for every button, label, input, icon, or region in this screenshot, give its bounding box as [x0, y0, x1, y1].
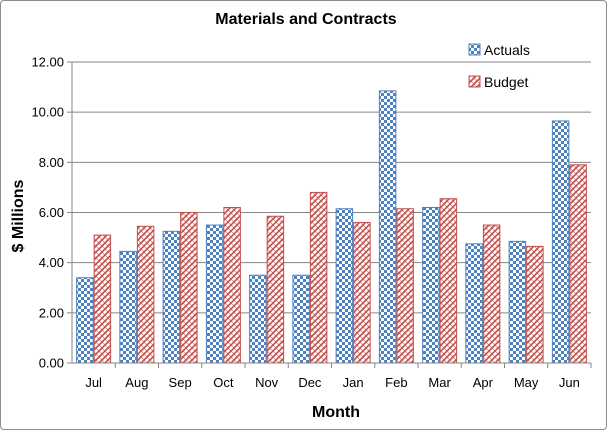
bar-budget — [180, 212, 198, 364]
x-tick-label: Jun — [559, 375, 580, 390]
x-tick-label: Aug — [125, 375, 148, 390]
y-axis-ticks: 0.00 2.00 4.00 6.00 8.00 10.00 12.00 — [31, 55, 72, 371]
y-tick-label: 12.00 — [31, 55, 64, 70]
bar-actuals — [378, 90, 397, 364]
bar-budget — [396, 208, 414, 364]
legend-swatch-actuals — [468, 43, 481, 56]
y-axis-title: $ Millions — [10, 179, 27, 252]
x-tick-label: Feb — [385, 375, 407, 390]
bar-budget — [439, 198, 458, 364]
bar-budget — [266, 215, 285, 364]
x-tick-label: Nov — [255, 375, 279, 390]
bar-budget — [526, 245, 544, 364]
bar-budget — [93, 234, 112, 364]
y-tick-label: 4.00 — [39, 255, 64, 270]
bar-budget — [223, 206, 241, 364]
x-tick-label: Apr — [473, 375, 494, 390]
y-tick-label: 0.00 — [39, 356, 64, 371]
x-tick-label: May — [514, 375, 539, 390]
bar-actuals — [119, 250, 137, 364]
x-tick-label: Jul — [85, 375, 102, 390]
legend: Actuals Budget — [468, 42, 530, 90]
legend-swatch-budget — [468, 75, 481, 88]
legend-label-actuals: Actuals — [484, 42, 530, 58]
legend-label-budget: Budget — [484, 74, 528, 90]
x-tick-label: Oct — [213, 375, 234, 390]
x-axis-title: Month — [312, 404, 360, 421]
bar-budget — [569, 164, 587, 364]
bar-budget — [353, 222, 371, 364]
x-tick-label: Dec — [298, 375, 322, 390]
y-tick-label: 8.00 — [39, 155, 64, 170]
y-tick-label: 6.00 — [39, 205, 64, 220]
bar-actuals — [249, 274, 267, 364]
bar-actuals — [508, 240, 527, 364]
bar-actuals — [205, 224, 224, 364]
chart-title: Materials and Contracts — [215, 11, 396, 28]
bars — [76, 90, 587, 364]
x-tick-label: Mar — [428, 375, 451, 390]
bar-actuals — [335, 208, 354, 364]
bar-budget — [136, 225, 155, 364]
y-tick-label: 10.00 — [31, 105, 64, 120]
x-tick-label: Sep — [169, 375, 192, 390]
y-tick-label: 2.00 — [39, 305, 64, 320]
bar-actuals — [422, 206, 440, 364]
bar-actuals — [465, 243, 483, 364]
x-axis-ticks: Jul Aug Sep Oct Nov Dec Jan Feb Mar Apr May Jun — [85, 363, 592, 390]
bar-actuals — [292, 274, 310, 364]
x-tick-label: Jan — [343, 375, 364, 390]
bar-actuals — [551, 120, 570, 364]
bar-budget — [482, 224, 501, 364]
bar-actuals — [162, 230, 181, 364]
bar-budget — [309, 191, 328, 364]
bar-actuals — [76, 277, 94, 364]
